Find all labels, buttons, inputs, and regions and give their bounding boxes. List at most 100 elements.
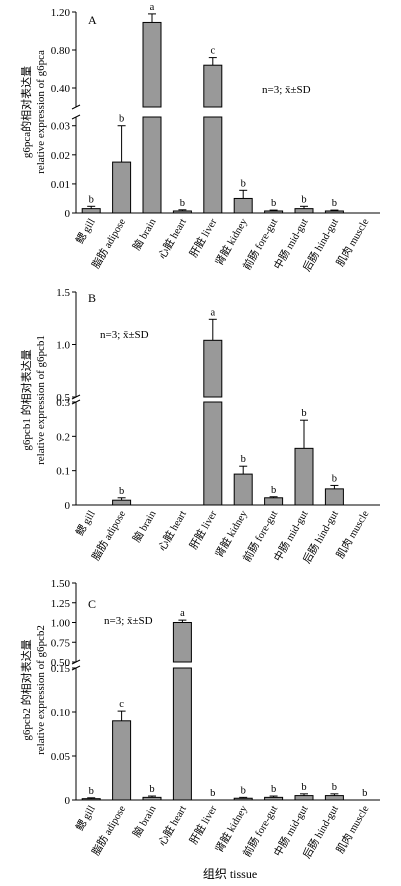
panel-c-bar xyxy=(294,795,314,801)
panel-b-significance-letter: b xyxy=(271,485,276,496)
panel-a-y-tick-label: 0 xyxy=(65,208,71,220)
panel-c-significance-letter: b xyxy=(241,785,246,796)
panel-b-bar xyxy=(294,447,314,506)
panel-a-significance-letter: b xyxy=(89,194,94,205)
panel-a-category-label: 肝脏 liver xyxy=(187,216,220,260)
panel-b-category-label: 心脏 heart xyxy=(155,508,189,553)
panel-c-y-tick-label: 1.00 xyxy=(51,618,71,630)
panel-b-significance-letter: a xyxy=(210,307,215,318)
panel-a-letter: A xyxy=(88,13,97,27)
panel-b-y-tick-label: 1.5 xyxy=(56,287,70,299)
panel-a-bar xyxy=(203,116,223,214)
panel-c-y-tick-label: 0.75 xyxy=(51,637,71,649)
panel-a-y-tick-label: 0.80 xyxy=(51,45,71,57)
panel-b-category-label: 鳃 gill xyxy=(73,508,98,538)
panel-a-bar xyxy=(112,161,132,214)
panel-a-significance-letter: b xyxy=(180,198,185,209)
panel-a-significance-letter: b xyxy=(119,114,124,125)
panel-a-y-tick-label: 1.20 xyxy=(51,7,71,19)
panel-b-significance-letter: b xyxy=(332,473,337,484)
panel-a-y-tick-label: 0.01 xyxy=(51,179,70,191)
panel-b-sample-note: n=3; x̄±SD xyxy=(100,329,149,341)
panel-a-bar xyxy=(233,197,253,214)
panel-c-bar xyxy=(172,622,192,663)
panel-a-bar xyxy=(203,64,223,108)
panel-c-significance-letter: b xyxy=(301,782,306,793)
panel-c-significance-letter: b xyxy=(362,788,367,799)
panel-a-y-axis-label: g6pca的相对表达量 xyxy=(19,66,33,158)
panel-a-significance-letter: b xyxy=(332,198,337,209)
panel-b-category-label: 脑 brain xyxy=(130,507,159,544)
panel-a-bar xyxy=(324,210,344,214)
panel-c-significance-letter: b xyxy=(89,786,94,797)
panel-a-bar xyxy=(142,21,162,108)
panel-c-bar xyxy=(233,797,253,801)
panel-a-y-tick-label: 0.03 xyxy=(51,121,71,133)
panel-c-significance-letter: b xyxy=(149,784,154,795)
panel-a-axis-break-mark xyxy=(71,114,81,120)
panel-c-bar xyxy=(172,667,192,801)
panel-b-significance-letter: b xyxy=(241,454,246,465)
panel-c-bar xyxy=(81,798,101,801)
panel-a-bar xyxy=(264,210,284,214)
panel-a-significance-letter: b xyxy=(271,198,276,209)
panel-c-significance-letter: b xyxy=(210,788,215,799)
panel-c-category-label: 心脏 heart xyxy=(155,803,189,848)
panel-b-bar xyxy=(203,401,223,506)
panel-c-sample-note: n=3; x̄±SD xyxy=(104,615,153,627)
panel-a-bar xyxy=(142,116,162,214)
panel-a-sample-note: n=3; x̄±SD xyxy=(262,84,311,96)
panel-b-y-axis-label: relative expression of g6pcb1 xyxy=(35,335,47,465)
panel-a-significance-letter: c xyxy=(210,46,215,57)
panel-a-y-axis-label: relative expression of g6pca xyxy=(35,50,47,174)
panel-c-bar xyxy=(264,796,284,801)
panel-b-y-tick-label: 1.0 xyxy=(56,340,70,352)
panel-b-y-tick-label: 0 xyxy=(65,500,71,512)
panel-b-bar xyxy=(112,499,132,506)
panel-a-y-tick-label: 0.02 xyxy=(51,150,70,162)
panel-b-y-axis-label: g6pcb1 的相对表达量 xyxy=(19,349,33,450)
panel-b-y-tick-label: 0.5 xyxy=(56,392,70,404)
panel-a-bar xyxy=(172,210,192,214)
panel-b-bar xyxy=(324,488,344,506)
panel-b-y-tick-label: 0.1 xyxy=(56,466,70,478)
x-axis-label: 组织 tissue xyxy=(203,867,257,881)
panel-b-y-tick-label: 0.3 xyxy=(56,397,70,409)
panel-c-y-axis-label: g6pcb2 的相对表达量 xyxy=(19,639,33,740)
panel-a-significance-letter: b xyxy=(241,178,246,189)
panel-c-y-tick-label: 1.50 xyxy=(51,578,71,590)
panel-c-y-axis-label: relative expression of g6pcb2 xyxy=(35,625,47,755)
panel-b-y-tick-label: 0.2 xyxy=(56,431,70,443)
panel-b-bar xyxy=(264,497,284,506)
panel-a-significance-letter: a xyxy=(150,2,155,13)
panel-b-significance-letter: b xyxy=(301,408,306,419)
panel-c-category-label: 脑 brain xyxy=(130,802,159,839)
panel-a-bar xyxy=(81,208,101,214)
panel-c-category-label: 肝脏 liver xyxy=(187,803,220,847)
panel-b-letter: B xyxy=(88,291,96,305)
panel-c-category-label: 鳃 gill xyxy=(73,803,98,833)
panel-c-significance-letter: b xyxy=(271,784,276,795)
panel-c-letter: C xyxy=(88,597,96,611)
panel-c-y-tick-label: 0.15 xyxy=(51,663,71,675)
panel-a-category-label: 脑 brain xyxy=(130,215,159,252)
panel-a-axis-break-mark xyxy=(71,104,81,110)
panel-a-category-label: 心脏 heart xyxy=(155,216,189,261)
panel-b-category-label: 肝脏 liver xyxy=(187,508,220,552)
panel-c-y-tick-label: 0.50 xyxy=(51,657,71,669)
panel-c-bar xyxy=(324,795,344,801)
panel-c-y-tick-label: 0 xyxy=(65,795,71,807)
panel-c-significance-letter: a xyxy=(180,608,185,619)
panel-c-significance-letter: c xyxy=(119,699,124,710)
panel-a-significance-letter: b xyxy=(301,194,306,205)
panel-c-y-tick-label: 0.05 xyxy=(51,751,71,763)
panel-b-bar xyxy=(203,339,223,398)
panel-c-bar xyxy=(112,720,132,801)
panel-b-significance-letter: b xyxy=(119,486,124,497)
panel-c-y-tick-label: 1.25 xyxy=(51,598,71,610)
panel-c-bar xyxy=(142,796,162,801)
panel-a-bar xyxy=(294,208,314,214)
panel-a-y-tick-label: 0.40 xyxy=(51,83,71,95)
panel-b-bar xyxy=(233,473,253,506)
